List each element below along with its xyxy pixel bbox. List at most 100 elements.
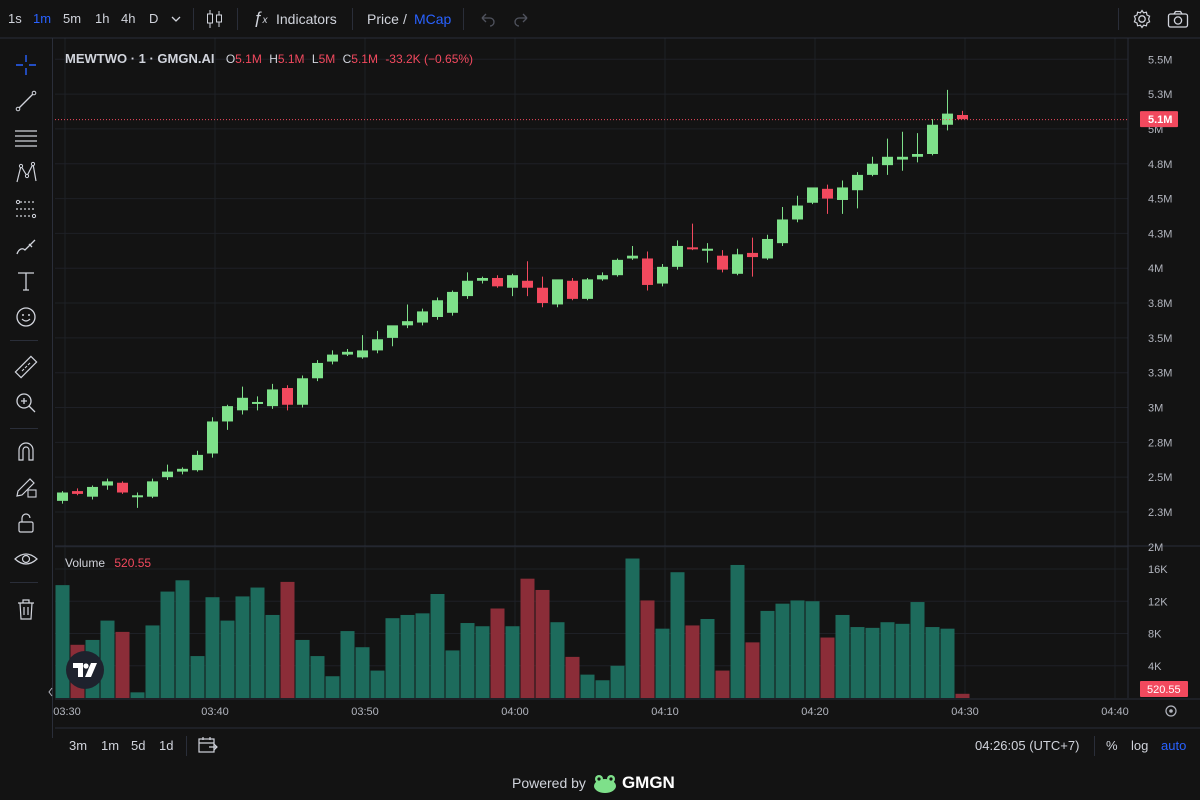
delete-tool[interactable] xyxy=(11,594,41,624)
candle[interactable] xyxy=(297,378,308,405)
chevron-down-icon[interactable] xyxy=(170,13,182,25)
visibility-tool[interactable] xyxy=(11,544,41,574)
volume-bar[interactable] xyxy=(55,585,70,698)
lock-tool[interactable] xyxy=(11,508,41,538)
percent-toggle[interactable]: % xyxy=(1106,738,1118,753)
trend-line-tool[interactable] xyxy=(11,86,41,116)
camera-icon[interactable] xyxy=(1166,8,1190,30)
candle[interactable] xyxy=(597,275,608,280)
volume-bar[interactable] xyxy=(550,622,565,698)
volume-bar[interactable] xyxy=(145,625,160,698)
candle[interactable] xyxy=(492,277,503,287)
volume-bar[interactable] xyxy=(655,628,670,698)
volume-bar[interactable] xyxy=(490,608,505,698)
redo-icon[interactable] xyxy=(513,10,531,28)
volume-bar[interactable] xyxy=(685,625,700,698)
horizontal-lines-tool[interactable] xyxy=(11,122,41,152)
settings-gear-icon[interactable] xyxy=(1131,8,1153,30)
candle[interactable] xyxy=(657,266,668,284)
volume-bar[interactable] xyxy=(280,581,295,698)
tradingview-logo[interactable] xyxy=(66,651,104,689)
candles-icon[interactable] xyxy=(203,8,225,30)
volume-bar[interactable] xyxy=(535,589,550,698)
volume-bar[interactable] xyxy=(940,628,955,698)
candle[interactable] xyxy=(837,187,848,200)
crosshair-tool[interactable] xyxy=(11,50,41,80)
candle[interactable] xyxy=(612,259,623,276)
candle[interactable] xyxy=(507,275,518,288)
range-1m[interactable]: 1m xyxy=(101,738,120,753)
volume-bar[interactable] xyxy=(475,626,490,698)
volume-bar[interactable] xyxy=(955,693,970,698)
candle[interactable] xyxy=(807,187,818,203)
timeframe-D[interactable]: D xyxy=(149,11,159,26)
volume-bar[interactable] xyxy=(790,600,805,698)
volume-bar[interactable] xyxy=(340,631,355,698)
candle[interactable] xyxy=(957,115,968,120)
timeframe-1s[interactable]: 1s xyxy=(8,11,22,26)
candle[interactable] xyxy=(267,389,278,407)
volume-bar[interactable] xyxy=(925,627,940,698)
timeframe-1m[interactable]: 1m xyxy=(33,11,52,26)
volume-bar[interactable] xyxy=(880,622,895,698)
candle[interactable] xyxy=(387,325,398,338)
volume-bar[interactable] xyxy=(355,647,370,698)
volume-bar[interactable] xyxy=(865,627,880,698)
calendar-goto-icon[interactable] xyxy=(197,735,219,755)
volume-bar[interactable] xyxy=(100,620,115,698)
volume-bar[interactable] xyxy=(235,596,250,698)
volume-bar[interactable] xyxy=(175,580,190,698)
volume-bar[interactable] xyxy=(835,614,850,698)
candle[interactable] xyxy=(627,255,638,259)
volume-bar[interactable] xyxy=(265,614,280,698)
timeframe-4h[interactable]: 4h xyxy=(121,11,136,26)
volume-bar[interactable] xyxy=(400,614,415,698)
volume-bar[interactable] xyxy=(415,613,430,698)
scroll-left-icon[interactable] xyxy=(48,687,53,697)
candle[interactable] xyxy=(762,238,773,259)
candle[interactable] xyxy=(432,300,443,317)
volume-bar[interactable] xyxy=(610,665,625,698)
candle[interactable] xyxy=(477,277,488,281)
volume-bar[interactable] xyxy=(805,601,820,698)
undo-icon[interactable] xyxy=(478,10,496,28)
volume-bar[interactable] xyxy=(565,656,580,698)
text-tool[interactable] xyxy=(11,266,41,296)
candle[interactable] xyxy=(462,280,473,297)
candle[interactable] xyxy=(912,154,923,157)
emoji-tool[interactable] xyxy=(11,302,41,332)
volume-bar[interactable] xyxy=(160,591,175,698)
volume-bar[interactable] xyxy=(295,639,310,698)
fx-icon[interactable]: ƒx xyxy=(253,8,268,27)
volume-bar[interactable] xyxy=(580,674,595,698)
candle[interactable] xyxy=(687,247,698,250)
candle[interactable] xyxy=(162,471,173,478)
candle[interactable] xyxy=(702,248,713,251)
volume-bar[interactable] xyxy=(775,603,790,698)
candle[interactable] xyxy=(822,188,833,199)
mcap-toggle[interactable]: MCap xyxy=(414,11,452,27)
candle[interactable] xyxy=(372,339,383,351)
candle[interactable] xyxy=(87,486,98,497)
candle[interactable] xyxy=(732,254,743,274)
gmgn-brand[interactable]: GMGN xyxy=(621,773,675,792)
volume-bar[interactable] xyxy=(460,623,475,698)
zoom-tool[interactable] xyxy=(11,388,41,418)
volume-bar[interactable] xyxy=(385,618,400,698)
fib-tool[interactable] xyxy=(11,194,41,224)
volume-bar[interactable] xyxy=(220,620,235,698)
candle[interactable] xyxy=(402,321,413,326)
candle[interactable] xyxy=(417,311,428,323)
volume-bar[interactable] xyxy=(910,602,925,698)
volume-bar[interactable] xyxy=(205,597,220,698)
candle[interactable] xyxy=(237,397,248,411)
volume-bar[interactable] xyxy=(760,610,775,698)
volume-bar[interactable] xyxy=(625,558,640,698)
volume-bar[interactable] xyxy=(820,637,835,698)
volume-bar[interactable] xyxy=(250,587,265,698)
price-toggle[interactable]: Price xyxy=(367,11,399,27)
candle[interactable] xyxy=(642,258,653,285)
candle[interactable] xyxy=(102,481,113,486)
candle[interactable] xyxy=(552,279,563,305)
